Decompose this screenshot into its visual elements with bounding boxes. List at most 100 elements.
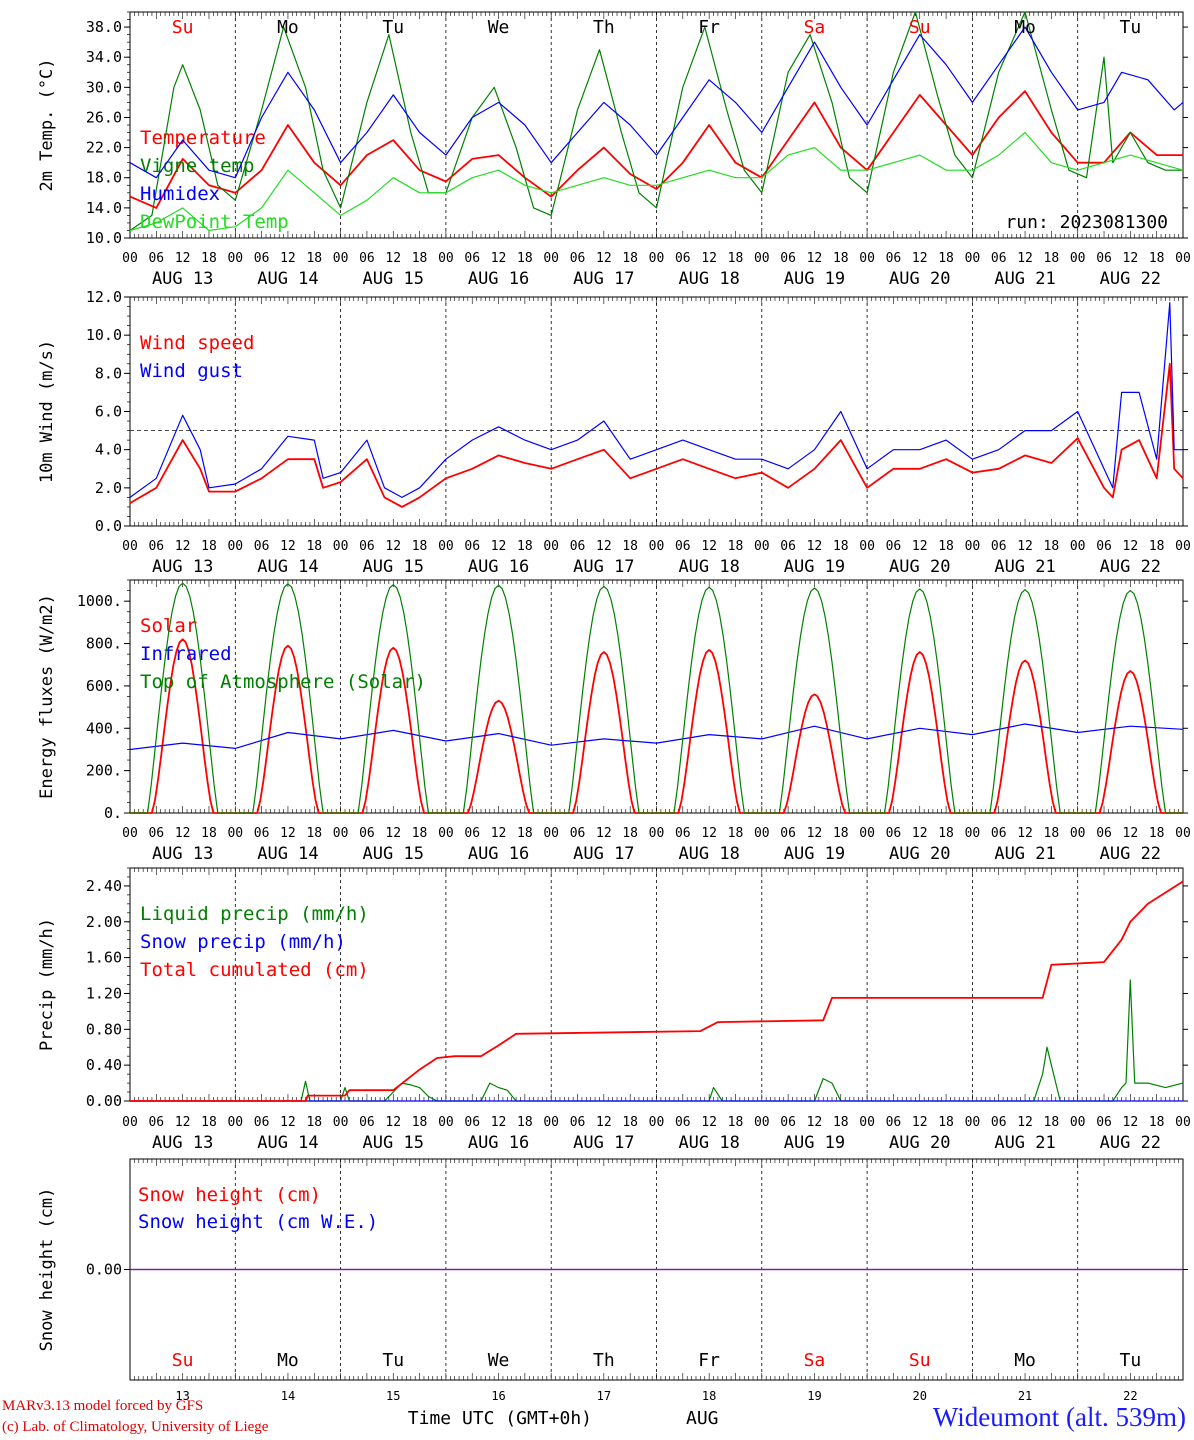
- x-hour-label: 18: [517, 1115, 533, 1130]
- legend-solar: Solar: [140, 615, 197, 637]
- day-number-label: 20: [913, 1389, 927, 1403]
- weekday-label-bottom: Su: [172, 1350, 194, 1371]
- x-hour-label: 18: [1149, 1115, 1165, 1130]
- x-day-label: AUG 20: [889, 844, 950, 864]
- x-hour-label: 06: [359, 826, 375, 841]
- y-axis-title: Energy fluxes (W/m2): [37, 594, 57, 799]
- x-hour-label: 06: [254, 1115, 270, 1130]
- x-day-label: AUG 19: [784, 557, 845, 577]
- x-day-label: AUG 22: [1100, 269, 1161, 289]
- x-hour-label: 06: [464, 1115, 480, 1130]
- y-tick-label: 10.0: [86, 229, 122, 247]
- y-tick-label: 200.: [86, 762, 122, 780]
- x-hour-label: 06: [780, 826, 796, 841]
- series-line-top-of-atmosphere-solar-: [130, 582, 1183, 814]
- x-day-label: AUG 17: [573, 1133, 634, 1153]
- y-tick-label: 800.: [86, 635, 122, 653]
- x-day-label: AUG 20: [889, 1133, 950, 1153]
- x-hour-label: 00: [649, 539, 665, 554]
- x-hour-label: 12: [912, 826, 928, 841]
- x-hour-label: 00: [859, 251, 875, 266]
- series-line-total-cumulated-cm-: [130, 880, 1184, 1102]
- weekday-label-top: Su: [909, 17, 931, 38]
- weekday-label-top: Fr: [698, 17, 720, 38]
- x-hour-label: 00: [543, 1115, 559, 1130]
- x-hour-label: 00: [438, 1115, 454, 1130]
- y-tick-label: 600.: [86, 677, 122, 695]
- x-day-label: AUG 18: [678, 844, 739, 864]
- x-hour-label: 00: [965, 251, 981, 266]
- x-hour-label: 18: [1149, 251, 1165, 266]
- weekday-label-bottom: Tu: [382, 1350, 404, 1371]
- x-hour-label: 00: [649, 826, 665, 841]
- x-hour-label: 06: [991, 826, 1007, 841]
- legend-dewpoint-temp: DewPoint Temp: [140, 211, 289, 233]
- x-hour-label: 06: [359, 251, 375, 266]
- x-hour-label: 12: [491, 1115, 507, 1130]
- x-hour-label: 00: [859, 1115, 875, 1130]
- day-number-label: 17: [597, 1389, 611, 1403]
- x-hour-label: 06: [464, 826, 480, 841]
- y-tick-label: 4.0: [95, 441, 122, 459]
- legend-snow-height-cm-w-e-: Snow height (cm W.E.): [138, 1211, 378, 1233]
- credit-lab: (c) Lab. of Climatology, University of L…: [2, 1419, 269, 1435]
- panel-2: 0. 200. 400. 600. 800. 1000. Energy fluxes (W/…: [37, 579, 1191, 864]
- weekday-label-bottom: Mo: [277, 1350, 299, 1371]
- x-hour-label: 00: [965, 539, 981, 554]
- x-hour-label: 00: [1070, 539, 1086, 554]
- series-line-infrared: [129, 723, 1184, 751]
- x-hour-label: 00: [543, 539, 559, 554]
- x-hour-label: 06: [148, 251, 164, 266]
- x-hour-label: 18: [938, 539, 954, 554]
- x-hour-label: 12: [1017, 539, 1033, 554]
- legend-wind-gust: Wind gust: [140, 360, 243, 382]
- x-hour-label: 06: [464, 539, 480, 554]
- x-day-label: AUG 17: [573, 844, 634, 864]
- y-tick-label: 1.60: [86, 949, 122, 967]
- x-hour-label: 18: [938, 826, 954, 841]
- x-day-label: AUG 22: [1100, 557, 1161, 577]
- x-hour-label: 12: [912, 1115, 928, 1130]
- y-tick-label: 0.40: [86, 1056, 122, 1074]
- x-hour-label: 12: [175, 1115, 191, 1130]
- x-hour-label: 00: [227, 251, 243, 266]
- x-hour-label: 12: [385, 251, 401, 266]
- x-day-label: AUG 13: [152, 269, 213, 289]
- x-hour-label: 00: [859, 539, 875, 554]
- x-hour-label: 18: [728, 826, 744, 841]
- x-hour-label: 00: [1175, 1115, 1191, 1130]
- x-day-label: AUG 19: [784, 1133, 845, 1153]
- x-hour-label: 18: [622, 826, 638, 841]
- x-hour-label: 18: [728, 251, 744, 266]
- x-hour-label: 12: [596, 1115, 612, 1130]
- x-hour-label: 12: [701, 1115, 717, 1130]
- x-hour-label: 18: [833, 251, 849, 266]
- legend-wind-speed: Wind speed: [140, 332, 254, 354]
- legend-liquid-precip-mm-h-: Liquid precip (mm/h): [140, 903, 369, 925]
- x-hour-label: 12: [596, 826, 612, 841]
- x-hour-label: 00: [333, 826, 349, 841]
- x-day-label: AUG 13: [152, 557, 213, 577]
- y-tick-label: 0.0: [95, 517, 122, 535]
- x-hour-label: 06: [675, 1115, 691, 1130]
- x-hour-label: 12: [491, 251, 507, 266]
- x-day-label: AUG 20: [889, 269, 950, 289]
- x-hour-label: 18: [833, 1115, 849, 1130]
- x-hour-label: 00: [543, 826, 559, 841]
- weekday-label-bottom: Th: [593, 1350, 615, 1371]
- x-hour-label: 06: [148, 539, 164, 554]
- y-tick-label: 30.0: [86, 78, 122, 96]
- weekday-label-bottom: Tu: [1120, 1350, 1142, 1371]
- x-hour-label: 00: [227, 826, 243, 841]
- x-hour-label: 00: [754, 826, 770, 841]
- legend-snow-height-cm-: Snow height (cm): [138, 1184, 321, 1206]
- x-hour-label: 12: [1123, 251, 1139, 266]
- x-hour-label: 12: [491, 539, 507, 554]
- x-hour-label: 18: [201, 251, 217, 266]
- x-hour-label: 12: [280, 539, 296, 554]
- x-hour-label: 00: [1070, 251, 1086, 266]
- weekday-label-bottom: Su: [909, 1350, 931, 1371]
- y-tick-label: 0.00: [86, 1092, 122, 1110]
- x-hour-label: 00: [859, 826, 875, 841]
- x-day-label: AUG 21: [994, 557, 1055, 577]
